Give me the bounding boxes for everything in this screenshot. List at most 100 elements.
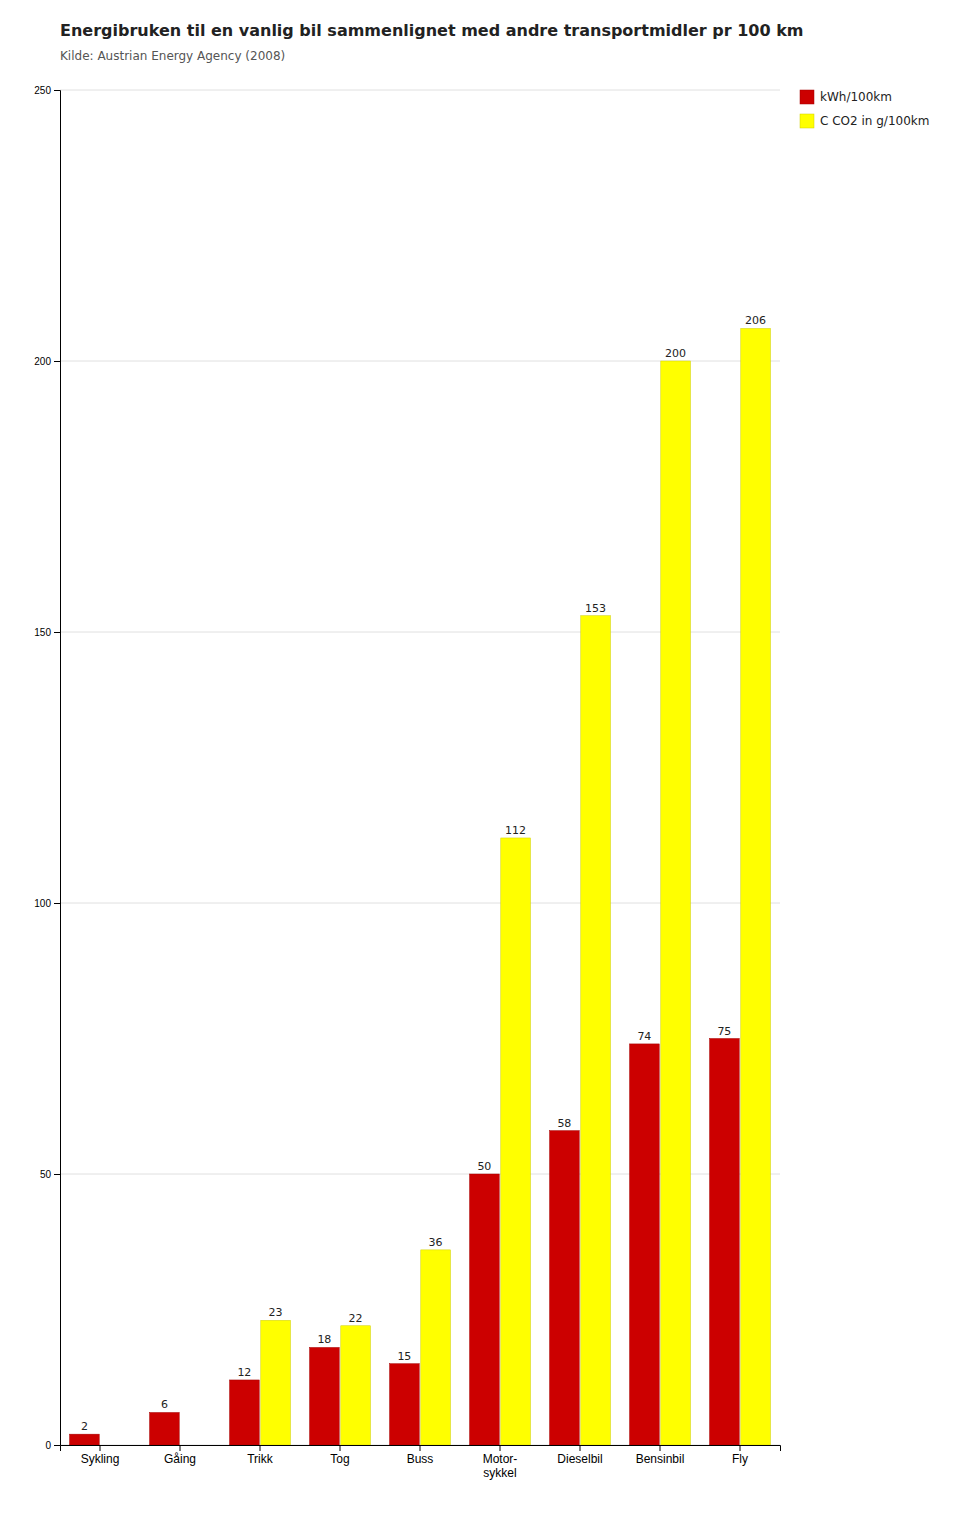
data-label: 23	[269, 1306, 283, 1319]
tick-label: 50	[40, 1169, 52, 1180]
x-tick: Bensinbil	[636, 1445, 685, 1466]
tick-mark	[260, 1445, 261, 1451]
data-label: 18	[317, 1333, 331, 1346]
data-label: 112	[505, 824, 526, 837]
data-label: 200	[665, 347, 686, 360]
bar	[501, 838, 531, 1445]
tick-mark	[54, 1174, 60, 1175]
bar	[310, 1347, 340, 1445]
bar	[181, 1445, 211, 1446]
tick-mark	[54, 361, 60, 362]
data-label: 12	[237, 1366, 251, 1379]
bar	[70, 1434, 100, 1445]
bar	[230, 1380, 260, 1445]
tick-mark	[100, 1445, 101, 1451]
x-tick: Sykling	[81, 1445, 120, 1466]
x-tick: Motor-sykkel	[483, 1445, 518, 1480]
x-tick: Dieselbil	[557, 1445, 602, 1466]
data-label: 36	[429, 1236, 443, 1249]
bar-series	[261, 328, 771, 1445]
bar	[261, 1320, 291, 1445]
tick-label: Gåing	[164, 1452, 196, 1466]
bar	[741, 328, 771, 1445]
legend-swatch	[800, 114, 814, 128]
tick-label: 200	[34, 356, 51, 367]
legend-swatch	[800, 90, 814, 104]
x-tick: Fly	[732, 1445, 748, 1466]
axis-domain	[54, 91, 61, 1446]
bar	[341, 1326, 371, 1445]
tick-mark	[660, 1445, 661, 1451]
chart-subtitle: Kilde: Austrian Energy Agency (2008)	[60, 49, 285, 63]
grid	[60, 90, 780, 1445]
tick-label: Sykling	[81, 1452, 120, 1466]
tick-mark	[420, 1445, 421, 1451]
data-label: 15	[397, 1350, 411, 1363]
legend: kWh/100km C CO2 in g/100km	[800, 90, 929, 128]
tick-label: 150	[34, 627, 51, 638]
tick-mark	[54, 903, 60, 904]
tick-mark	[54, 90, 60, 91]
bar	[630, 1044, 660, 1445]
tick-label: Buss	[407, 1452, 434, 1466]
bar	[550, 1131, 580, 1445]
tick-label: Dieselbil	[557, 1452, 602, 1466]
tick-label: Bensinbil	[636, 1452, 685, 1466]
bar	[470, 1174, 500, 1445]
data-label: 6	[161, 1398, 168, 1411]
data-labels: 2 6 12 18 15 50 58 74 75 23 22 36 112 153 200 206	[81, 314, 766, 1433]
tick-label: 250	[34, 85, 51, 96]
bar	[421, 1250, 451, 1445]
y-tick: 250	[34, 85, 60, 96]
legend-label: C CO2 in g/100km	[820, 114, 929, 128]
bar	[710, 1039, 740, 1446]
x-axis: Sykling Gåing Trikk Tog Buss Motor-sykkel Dies…	[61, 1445, 781, 1480]
bar	[390, 1364, 420, 1445]
x-tick: Gåing	[164, 1445, 196, 1466]
tick-mark	[740, 1445, 741, 1451]
tick-label: Trikk	[247, 1452, 274, 1466]
plot: 2 6 12 18 15 50 58 74 75 23 22 36 112 153 200 206 0 50 100…	[34, 85, 780, 1480]
tick-mark	[180, 1445, 181, 1451]
axis-domain	[61, 1446, 781, 1452]
bar	[661, 361, 691, 1445]
data-label: 74	[637, 1030, 651, 1043]
tick-label: Fly	[732, 1452, 748, 1466]
bar-series	[70, 1039, 740, 1446]
y-tick: 50	[40, 1169, 60, 1180]
tick-mark	[500, 1445, 501, 1451]
data-label: 153	[585, 602, 606, 615]
bar	[101, 1445, 131, 1446]
data-label: 2	[81, 1420, 88, 1433]
x-tick: Trikk	[247, 1445, 274, 1466]
x-tick: Buss	[407, 1445, 434, 1466]
tick-mark	[54, 1445, 60, 1446]
bar	[150, 1412, 180, 1445]
data-label: 75	[717, 1025, 731, 1038]
y-tick: 150	[34, 627, 60, 638]
y-tick: 200	[34, 356, 60, 367]
tick-label: Motor-sykkel	[483, 1452, 518, 1480]
tick-label: 100	[34, 898, 51, 909]
bars	[70, 328, 771, 1445]
chart-title: Energibruken til en vanlig bil sammenlig…	[60, 21, 803, 40]
tick-mark	[54, 632, 60, 633]
data-label: 206	[745, 314, 766, 327]
legend-item: kWh/100km	[800, 90, 892, 104]
chart-svg: Energibruken til en vanlig bil sammenlig…	[0, 0, 960, 1525]
tick-mark	[580, 1445, 581, 1451]
tick-label: 0	[45, 1440, 51, 1451]
data-label: 50	[477, 1160, 491, 1173]
legend-label: kWh/100km	[820, 90, 892, 104]
grid-line	[60, 90, 780, 91]
y-tick: 100	[34, 898, 60, 909]
tick-mark	[340, 1445, 341, 1451]
y-axis: 0 50 100 150 200 250	[34, 85, 60, 1451]
y-tick: 0	[45, 1440, 60, 1451]
data-label: 58	[557, 1117, 571, 1130]
x-tick: Tog	[330, 1445, 349, 1466]
legend-item: C CO2 in g/100km	[800, 114, 929, 128]
data-label: 22	[349, 1312, 363, 1325]
tick-label: Tog	[330, 1452, 349, 1466]
bar	[581, 616, 611, 1445]
